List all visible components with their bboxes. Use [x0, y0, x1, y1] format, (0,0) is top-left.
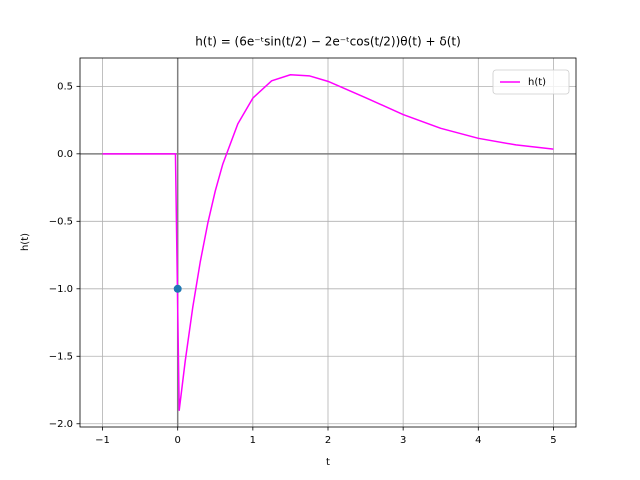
y-tick-label: 0.0: [57, 149, 73, 160]
x-tick-label: 1: [250, 435, 256, 446]
x-tick-label: 5: [550, 435, 556, 446]
x-tick-label: 4: [475, 435, 481, 446]
legend-label: h(t): [528, 77, 546, 88]
x-tick-label: 0: [175, 435, 181, 446]
y-tick-label: −1.5: [49, 351, 73, 362]
x-tick-label: 2: [325, 435, 331, 446]
y-tick-label: −1.0: [49, 284, 73, 295]
chart-title: h(t) = (6e⁻ᵗsin(t/2) − 2e⁻ᵗcos(t/2))θ(t)…: [195, 35, 461, 49]
y-axis-label: h(t): [20, 233, 31, 251]
data-line: [102, 73, 554, 412]
y-tick-label: −0.5: [49, 216, 73, 227]
y-tick-label: 0.5: [57, 81, 73, 92]
data-point: [173, 284, 182, 293]
y-tick-label: −2.0: [49, 419, 73, 430]
x-tick-label: 3: [400, 435, 406, 446]
x-tick-label: −1: [95, 435, 110, 446]
legend-box: [492, 69, 570, 95]
x-axis-label: t: [326, 457, 330, 468]
plot-frame: [79, 57, 577, 428]
